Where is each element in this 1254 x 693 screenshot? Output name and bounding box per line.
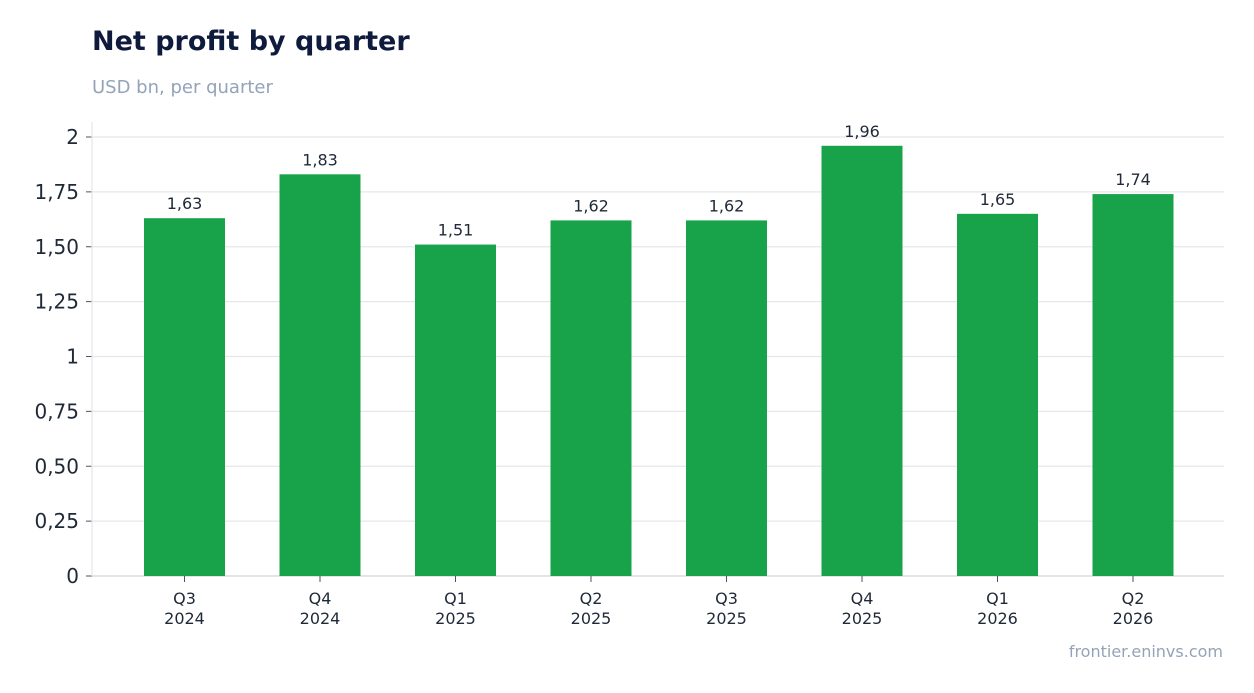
data-label: 1,83 [302, 150, 338, 169]
x-tick-label-line: Q1 [986, 589, 1009, 608]
data-label: 1,96 [844, 122, 880, 141]
x-tick-label: Q4 2024 [300, 589, 341, 628]
data-label: 1,74 [1115, 170, 1151, 189]
x-tick-label: Q2 2026 [1113, 589, 1154, 628]
x-tick-label-line: 2025 [435, 609, 476, 628]
data-label: 1,63 [167, 194, 203, 213]
bar [1092, 194, 1174, 576]
source-credit: frontier.eninvs.com [1068, 642, 1223, 661]
x-tick-label-line: 2025 [842, 609, 883, 628]
x-tick-label-line: Q3 [173, 589, 196, 608]
y-tick-label: 0,25 [34, 509, 79, 533]
x-tick-label: Q3 2025 [706, 589, 747, 628]
y-tick-labels: 0 0,25 0,50 0,75 1 1,25 1,50 1,75 2 [34, 125, 79, 588]
x-tick-label-line: 2026 [977, 609, 1018, 628]
data-label: 1,62 [573, 196, 609, 215]
y-tick-label: 0 [66, 564, 79, 588]
x-tick-label-line: Q2 [1122, 589, 1145, 608]
gridlines [92, 136, 1224, 522]
bar [957, 213, 1038, 576]
y-tick-label: 1,50 [34, 235, 79, 259]
bars [144, 145, 1174, 576]
bar [550, 220, 632, 576]
data-labels: 1,63 1,83 1,51 1,62 1,62 1,96 1,65 1,74 [167, 122, 1151, 240]
x-tick-label-line: Q1 [444, 589, 467, 608]
y-tick-label: 1,25 [34, 290, 79, 314]
x-tick-label-line: 2024 [300, 609, 341, 628]
x-tick-label-line: Q2 [580, 589, 603, 608]
chart-subtitle: USD bn, per quarter [92, 77, 273, 98]
x-tick-label-line: 2025 [571, 609, 612, 628]
x-tick-label: Q1 2026 [977, 589, 1018, 628]
y-tick-label: 1 [66, 345, 79, 369]
bar [415, 244, 496, 576]
bar [686, 220, 767, 576]
chart-title: Net profit by quarter [92, 26, 410, 57]
x-tick-label-line: 2024 [164, 609, 205, 628]
y-tick-label: 0,50 [34, 454, 79, 478]
x-tick-label: Q2 2025 [571, 589, 612, 628]
data-label: 1,62 [709, 196, 745, 215]
x-tick-label: Q4 2025 [842, 589, 883, 628]
axes [86, 122, 1224, 582]
x-tick-label-line: Q4 [309, 589, 332, 608]
x-tick-label-line: 2026 [1113, 609, 1154, 628]
x-tick-label: Q3 2024 [164, 589, 205, 628]
data-label: 1,65 [980, 190, 1016, 209]
x-tick-label: Q1 2025 [435, 589, 476, 628]
x-tick-label-line: Q3 [715, 589, 738, 608]
y-tick-label: 1,75 [34, 180, 79, 204]
y-tick-label: 0,75 [34, 399, 79, 423]
bar [144, 218, 225, 576]
x-tick-label-line: 2025 [706, 609, 747, 628]
data-label: 1,51 [438, 221, 474, 240]
bar [821, 145, 903, 576]
bar [279, 174, 361, 576]
x-tick-label-line: Q4 [851, 589, 874, 608]
y-tick-label: 2 [66, 125, 79, 149]
